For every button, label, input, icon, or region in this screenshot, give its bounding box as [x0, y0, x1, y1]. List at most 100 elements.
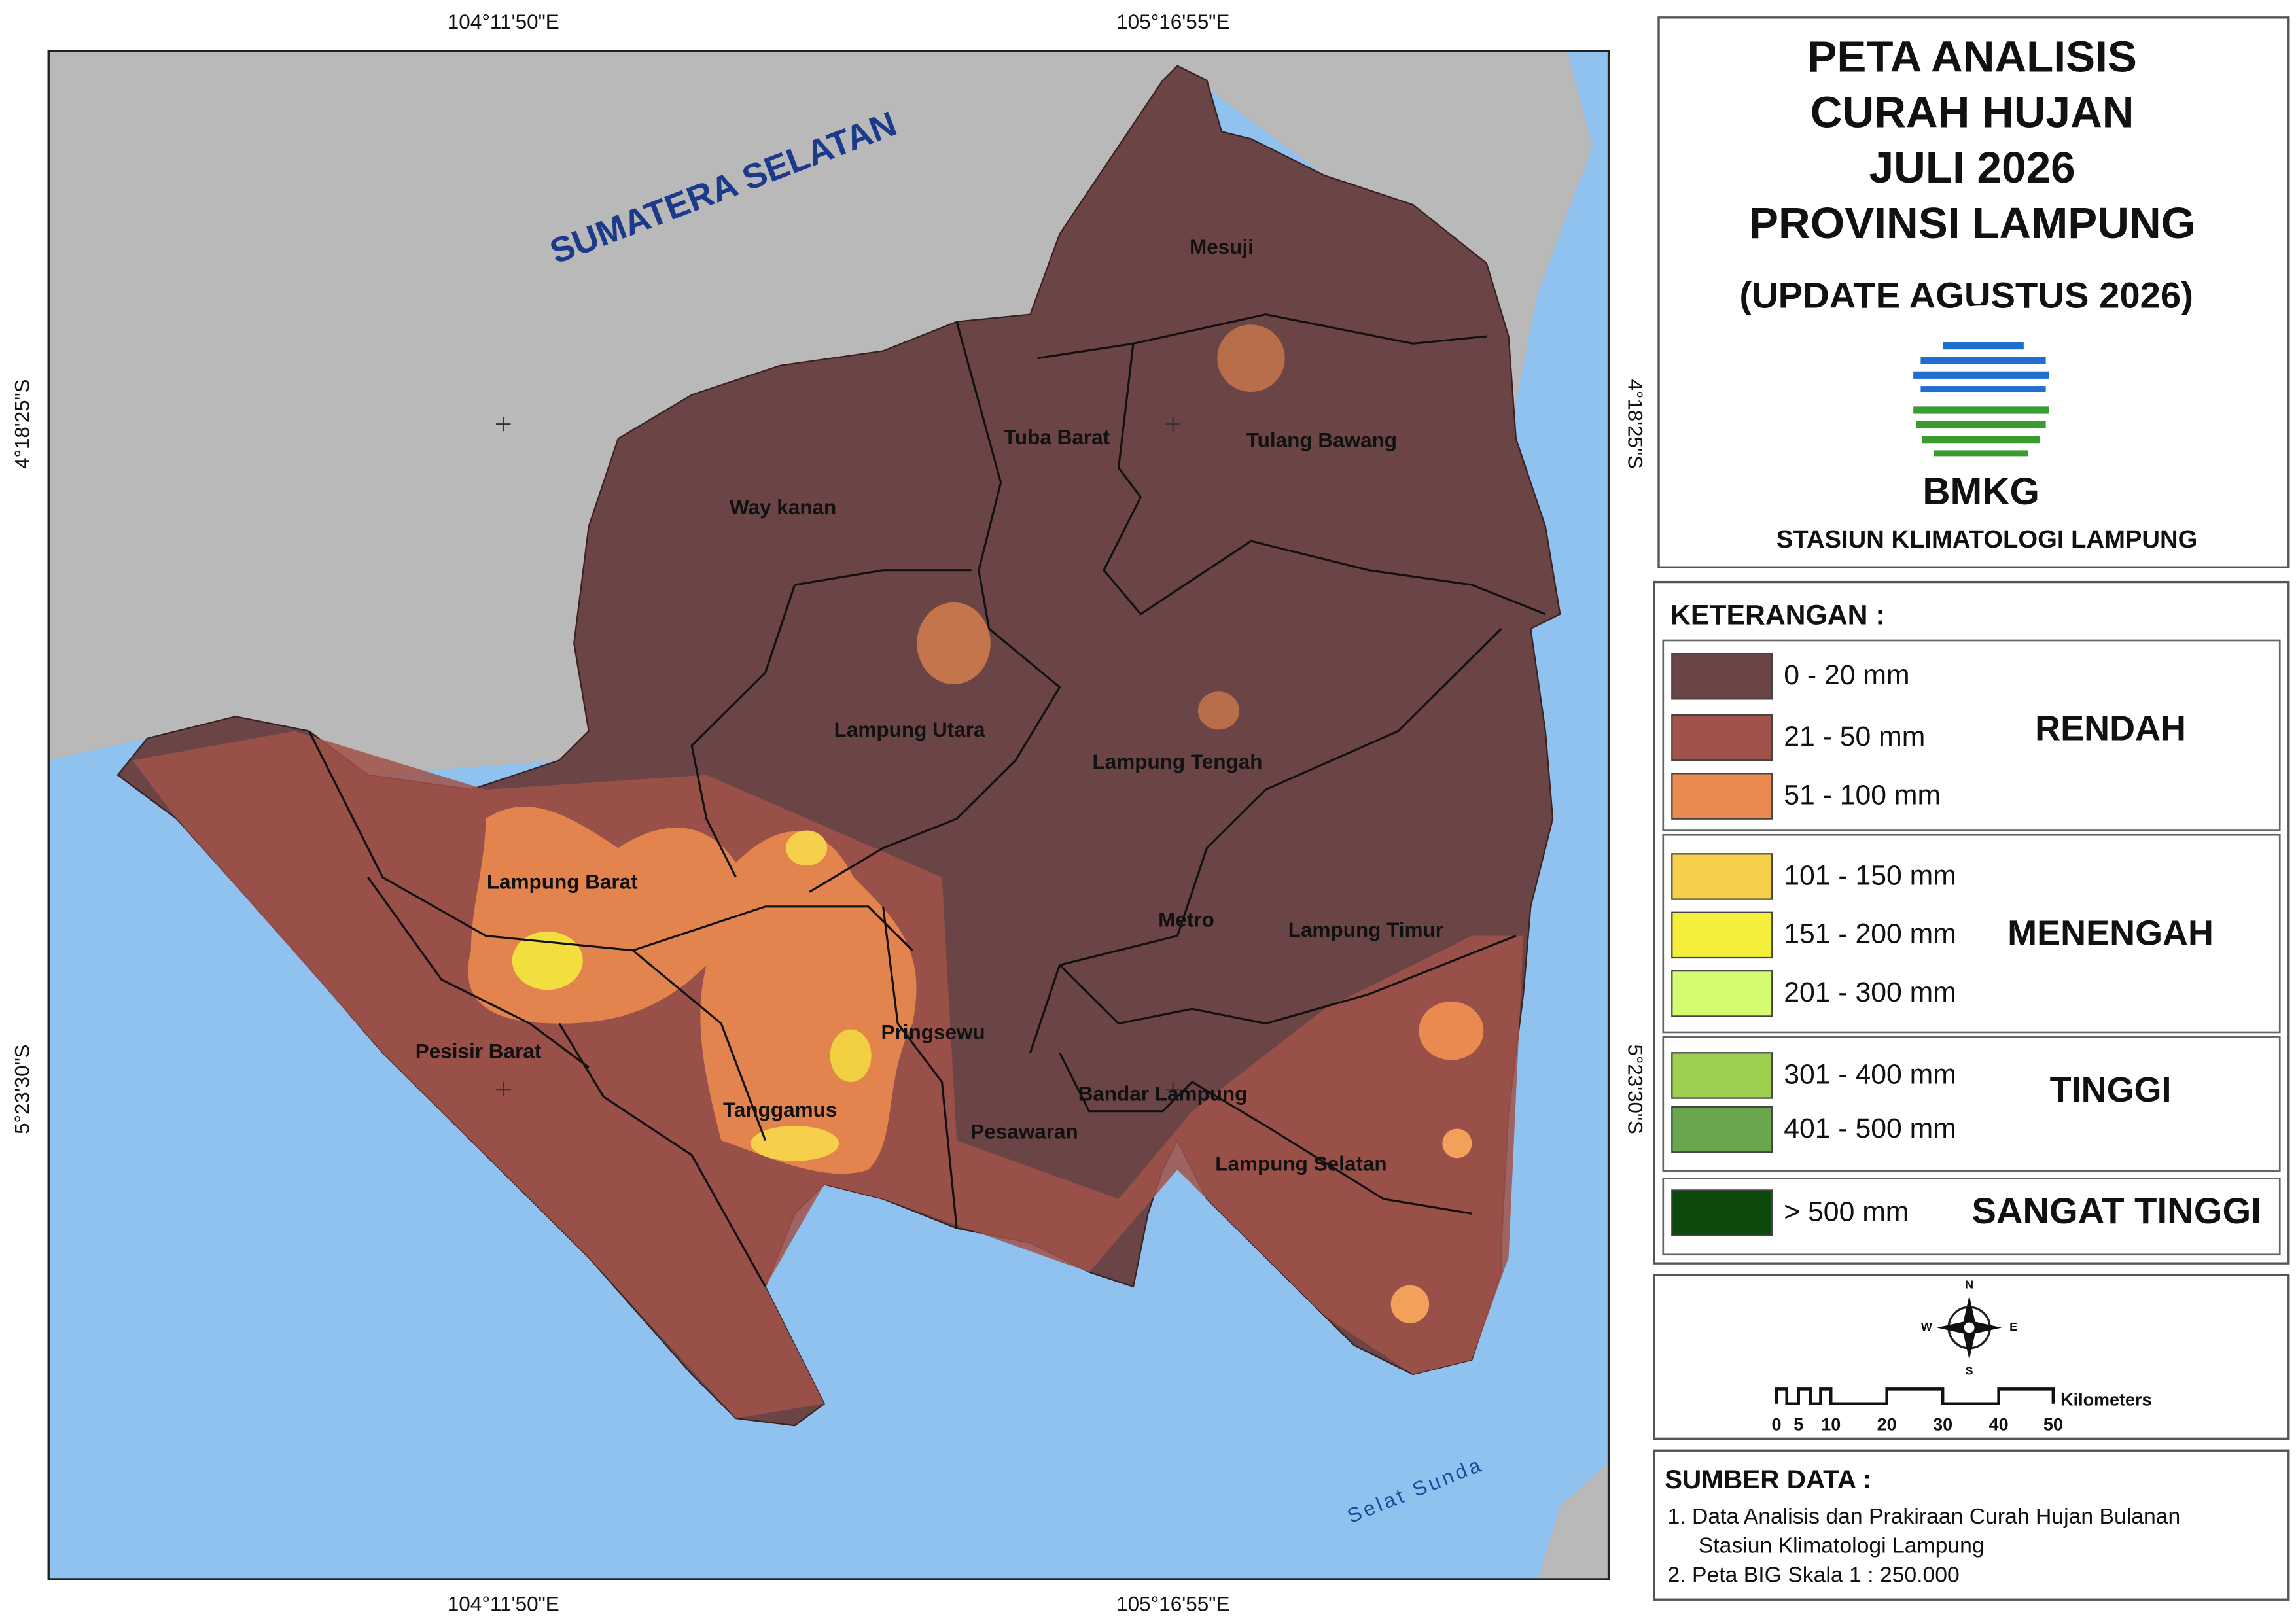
region-labels: Mesuji Tuba Barat Tulang Bawang Way kanan La… — [415, 236, 1443, 1175]
logo-text: BMKG — [1922, 470, 2040, 513]
legend-label: 301 - 400 mm — [1784, 1058, 1956, 1090]
region-label: Tuba Barat — [1004, 426, 1110, 449]
district-borders — [308, 313, 1546, 1287]
legend-title: KETERANGAN : — [1670, 600, 1885, 631]
region-label: Lampung Tengah — [1093, 750, 1263, 773]
zone-151-200 — [830, 1029, 872, 1082]
source-panel — [1653, 1449, 2290, 1601]
scale-labels: 0 5 10 20 30 40 50 — [1771, 1414, 2062, 1434]
compass-east: E — [2009, 1320, 2017, 1333]
coord-bottom: 104°11'50"E — [448, 1593, 559, 1616]
legend-swatch — [1671, 773, 1773, 820]
legend-swatch — [1671, 853, 1773, 900]
source-item: Stasiun Klimatologi Lampung — [1699, 1534, 1985, 1558]
legend-swatch — [1671, 911, 1773, 959]
region-label: Lampung Selatan — [1215, 1153, 1386, 1176]
compass-north: N — [1965, 1278, 1973, 1291]
region-label: Tulang Bawang — [1246, 428, 1397, 451]
legend-group-label: RENDAH — [2035, 709, 2186, 748]
legend-label: 101 - 150 mm — [1784, 860, 1956, 891]
legend-swatch — [1671, 970, 1773, 1017]
legend-group-box — [1662, 833, 2281, 1034]
coord-top: 104°11'50"E — [448, 10, 559, 33]
rainfall-zones — [132, 324, 1524, 1419]
legend: RENDAH 0 - 20 mm 21 - 50 mm 51 - 100 mm MENE… — [1662, 639, 2281, 1256]
coord-right: 5°23'30"S — [1623, 1044, 1646, 1134]
zone-51-100 — [1217, 324, 1285, 393]
region-label: Lampung Barat — [487, 870, 638, 893]
legend-swatch — [1671, 1189, 1773, 1236]
map: SUMATERA SELATAN Selat Sunda MesujiTuba … — [47, 50, 1610, 1580]
zone-51-100 — [917, 602, 991, 685]
title-line: JULI 2026 — [1869, 143, 2075, 192]
source-item: 1. Data Analisis dan Prakiraan Curah Huj… — [1668, 1505, 2181, 1529]
region-label: Lampung Utara — [834, 718, 985, 741]
region-label: Bandar Lampung — [1078, 1082, 1248, 1105]
scale-tick-label: 40 — [1989, 1414, 2009, 1434]
region-label: Lampung Timur — [1288, 918, 1443, 941]
legend-label: > 500 mm — [1784, 1196, 1909, 1227]
region-label: Pringsewu — [881, 1021, 985, 1044]
region-label: Pesawaran — [970, 1121, 1078, 1143]
legend-label: 51 - 100 mm — [1784, 779, 1941, 811]
scale-unit: Kilometers — [2060, 1389, 2151, 1409]
zone-51-100 — [1442, 1128, 1472, 1159]
compass-south: S — [1966, 1364, 1973, 1377]
neighbor-land — [48, 51, 1593, 775]
zone-101-150 — [786, 830, 828, 866]
scale-tick-label: 10 — [1821, 1414, 1841, 1434]
scale-tick-label: 0 — [1771, 1414, 1781, 1434]
title-line: CURAH HUJAN — [1810, 88, 2134, 137]
scale-bar — [1775, 1387, 2055, 1405]
legend-label: 401 - 500 mm — [1784, 1113, 1956, 1144]
legend-group-box — [1662, 1178, 2281, 1256]
region-label: Metro — [1158, 908, 1214, 931]
zone-51-100 — [468, 807, 917, 1174]
zone-51-100 — [1390, 1285, 1430, 1323]
zone-51-100 — [1419, 1002, 1484, 1060]
legend-swatch — [1671, 1052, 1773, 1099]
legend-label: 21 - 50 mm — [1784, 721, 1925, 752]
legend-group-label: SANGAT TINGGI — [1971, 1190, 2261, 1231]
coord-bottom: 105°16'55"E — [1116, 1593, 1229, 1616]
coord-top: 105°16'55"E — [1116, 10, 1229, 33]
region-label: Way kanan — [730, 496, 836, 519]
compass-west: W — [1921, 1320, 1932, 1333]
region-label: Tanggamus — [723, 1098, 837, 1121]
coord-left: 5°23'30"S — [10, 1044, 33, 1134]
zone-101-150 — [751, 1126, 839, 1161]
legend-group-label: MENENGAH — [2007, 914, 2214, 953]
zone-151-200 — [512, 931, 583, 990]
legend-swatch — [1671, 714, 1773, 761]
legend-swatch — [1671, 652, 1773, 700]
source-title: SUMBER DATA : — [1665, 1464, 1871, 1494]
coord-right: 4°18'25"S — [1623, 379, 1646, 468]
title-panel — [1657, 16, 2290, 568]
graticule — [496, 417, 1180, 1097]
map-frame — [47, 50, 1610, 1580]
station: STASIUN KLIMATOLOGI LAMPUNG — [1776, 526, 2198, 553]
scale-tick-label: 5 — [1793, 1414, 1803, 1434]
source-item: 2. Peta BIG Skala 1 : 250.000 — [1668, 1563, 1960, 1587]
legend-group-box — [1662, 1036, 2281, 1172]
legend-group-box — [1662, 639, 2281, 831]
legend-label: 0 - 20 mm — [1784, 659, 1909, 691]
coord-left: 4°18'25"S — [10, 379, 33, 468]
region-label: Mesuji — [1190, 236, 1254, 258]
logo — [1913, 305, 2049, 457]
legend-label: 201 - 300 mm — [1784, 977, 1956, 1008]
compass — [1937, 1295, 2002, 1360]
corner-land — [1538, 1462, 1609, 1579]
title-line: PROVINSI LAMPUNG — [1749, 199, 2195, 248]
legend-label: 151 - 200 mm — [1784, 918, 1956, 950]
scale-tick-label: 30 — [1933, 1414, 1952, 1434]
title-line: PETA ANALISIS — [1807, 33, 2137, 82]
legend-group-label: TINGGI — [2050, 1070, 2172, 1109]
scale-tick-label: 20 — [1877, 1414, 1897, 1434]
legend-swatch — [1671, 1106, 1773, 1153]
zone-51-100 — [1197, 691, 1239, 730]
scale-tick-label: 50 — [2043, 1414, 2063, 1434]
scale-panel — [1653, 1274, 2290, 1440]
